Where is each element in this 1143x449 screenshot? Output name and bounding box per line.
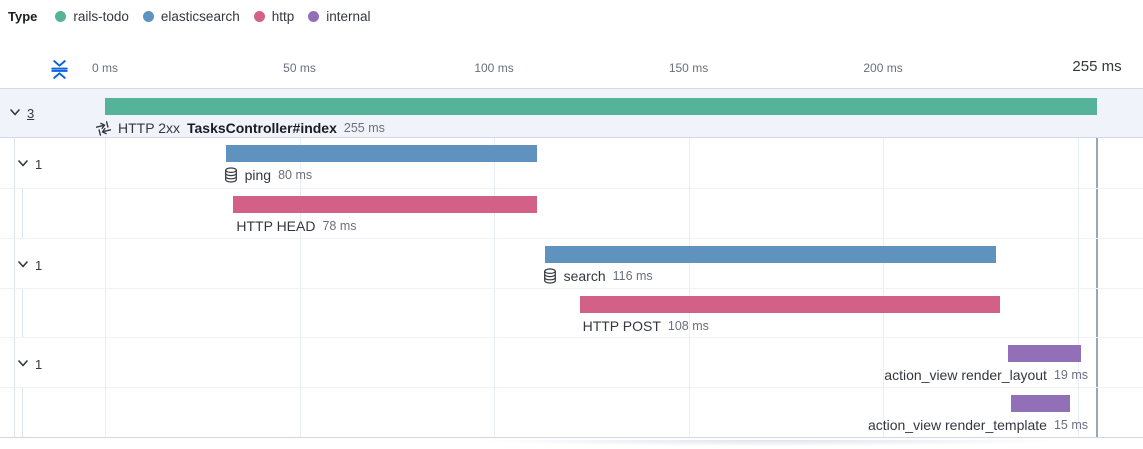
span-bar[interactable]: [544, 245, 996, 263]
child-count: 1: [35, 357, 43, 373]
span-label[interactable]: search 116 ms: [543, 268, 653, 284]
legend-item-label: internal: [326, 9, 371, 24]
accordion-toggle[interactable]: 1: [16, 257, 42, 274]
legend-item-label: rails-todo: [73, 9, 129, 24]
legend-item-rails-todo[interactable]: rails-todo: [55, 9, 129, 24]
chevron-down-icon: [16, 356, 30, 373]
span-duration: 19 ms: [1053, 368, 1088, 383]
span-name: TasksController#index: [186, 120, 337, 136]
chevron-down-icon: [16, 257, 30, 274]
nesting-guide-line: [22, 287, 23, 338]
axis-end-tick: 255 ms: [1072, 58, 1122, 75]
legend-title: Type: [8, 9, 38, 24]
legend-item-http[interactable]: http: [253, 9, 295, 24]
legend-items: rails-todo elasticsearch http internal: [55, 9, 371, 24]
span-name: search: [563, 267, 606, 284]
collapse-all-button[interactable]: [46, 57, 72, 83]
span-bar[interactable]: [579, 295, 1000, 313]
chevron-down-icon: [8, 105, 22, 122]
nesting-guide-line: [22, 387, 23, 437]
axis-tick: 0 ms: [91, 61, 119, 75]
accordion-toggle[interactable]: 1: [16, 156, 42, 173]
span-duration: 15 ms: [1053, 418, 1088, 433]
span-bar[interactable]: [225, 145, 537, 162]
legend-item-elasticsearch[interactable]: elasticsearch: [142, 9, 240, 24]
span-bar[interactable]: [233, 195, 537, 213]
fold-icon: [49, 60, 70, 83]
span-duration: 255 ms: [343, 121, 385, 135]
merge-icon: [96, 120, 111, 136]
legend-swatch-icon: [253, 11, 265, 22]
axis-tick: 150 ms: [668, 61, 709, 75]
chevron-down-icon: [16, 156, 30, 173]
axis-tick: 50 ms: [283, 61, 316, 75]
legend-swatch-icon: [55, 11, 67, 22]
span-label[interactable]: HTTP 2xx TasksController#index 255 ms: [96, 120, 385, 136]
accordion-toggle[interactable]: 1: [16, 356, 42, 373]
span-bar[interactable]: [1007, 345, 1082, 363]
scroll-shadow: [400, 440, 1143, 449]
legend-swatch-icon: [308, 11, 320, 22]
span-name: ping: [244, 167, 272, 183]
span-duration: 116 ms: [612, 268, 653, 283]
waterfall-row: 1 action_view render_layout 19 ms: [0, 337, 1143, 387]
span-label[interactable]: action_view render_layout 19 ms: [884, 367, 1088, 383]
span-label[interactable]: HTTP HEAD 78 ms: [236, 218, 356, 234]
axis-tick: 200 ms: [863, 61, 903, 75]
axis-tick: 100 ms: [474, 61, 514, 75]
waterfall-row: 1 search 116 ms: [0, 237, 1143, 288]
accordion-toggle[interactable]: 3: [8, 105, 34, 122]
span-bar[interactable]: [1011, 395, 1070, 413]
legend-item-label: elasticsearch: [160, 9, 240, 24]
legend: Type rails-todo elasticsearch http internal: [8, 9, 371, 24]
child-count: 1: [35, 257, 43, 273]
span-bar[interactable]: [105, 98, 1097, 115]
span-result-label: HTTP 2xx: [118, 120, 180, 136]
span-name: HTTP HEAD: [236, 217, 316, 234]
waterfall-row: HTTP POST 108 ms: [0, 287, 1143, 338]
waterfall-row: action_view render_template 15 ms: [0, 387, 1143, 437]
database-icon: [224, 167, 238, 183]
database-icon: [543, 268, 557, 284]
span-label[interactable]: HTTP POST 108 ms: [583, 318, 709, 334]
span-duration: 80 ms: [278, 168, 313, 182]
span-duration: 78 ms: [322, 218, 357, 233]
span-name: action_view render_template: [867, 417, 1047, 434]
legend-swatch-icon: [142, 11, 154, 22]
legend-item-label: http: [271, 9, 295, 24]
waterfall-row: HTTP HEAD 78 ms: [0, 187, 1143, 238]
child-count: 3: [27, 106, 35, 121]
nesting-guide-line: [22, 187, 23, 238]
span-name: action_view render_layout: [884, 367, 1047, 384]
span-label[interactable]: action_view render_template 15 ms: [868, 417, 1088, 433]
span-label[interactable]: ping 80 ms: [224, 167, 313, 183]
span-name: HTTP POST: [582, 317, 661, 334]
waterfall-row: 1 ping 80 ms: [0, 138, 1143, 188]
waterfall-chart: 3 HTTP 2xx TasksController#index 255 ms 1 pin…: [0, 88, 1143, 438]
waterfall-row: 3 HTTP 2xx TasksController#index 255 ms: [0, 88, 1143, 138]
span-duration: 108 ms: [667, 318, 709, 333]
child-count: 1: [35, 157, 43, 172]
legend-item-internal[interactable]: internal: [308, 9, 371, 24]
